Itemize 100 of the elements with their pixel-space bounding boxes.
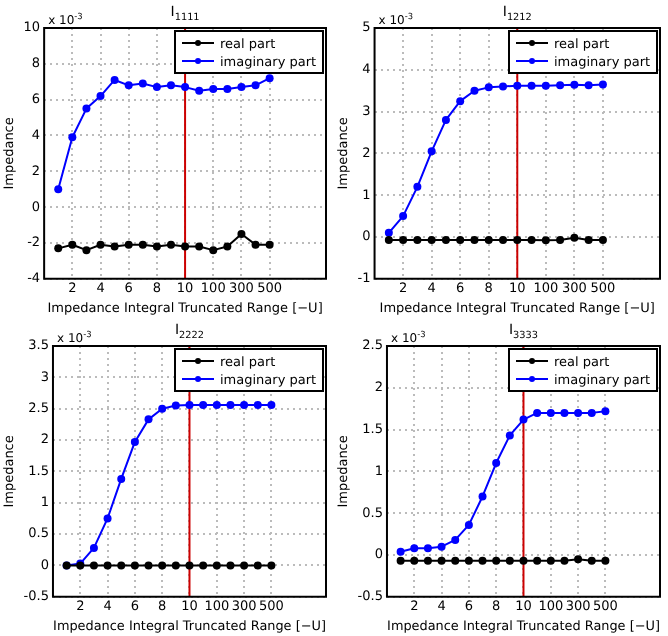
point (584, 81, 593, 90)
point (470, 86, 479, 95)
point (541, 81, 550, 90)
point (598, 235, 607, 244)
point (456, 97, 465, 106)
point (601, 556, 610, 565)
point (464, 556, 473, 565)
point (484, 235, 493, 244)
point (124, 81, 133, 90)
point (427, 235, 436, 244)
point (410, 544, 419, 553)
point (209, 84, 218, 93)
point (144, 561, 153, 570)
point (413, 182, 422, 191)
point (144, 415, 153, 424)
point (152, 83, 161, 92)
point (267, 561, 276, 570)
point (384, 228, 393, 237)
point (556, 81, 565, 90)
point (533, 408, 542, 417)
point (546, 556, 555, 565)
point (527, 81, 536, 90)
point (410, 556, 419, 565)
point (54, 244, 63, 253)
point (541, 236, 550, 245)
point (265, 74, 274, 83)
point (451, 535, 460, 544)
point (423, 556, 432, 565)
point (110, 75, 119, 84)
point (570, 233, 579, 242)
point (413, 235, 422, 244)
point (82, 104, 91, 113)
point (396, 556, 405, 565)
point (96, 92, 105, 101)
point (470, 235, 479, 244)
point (384, 235, 393, 244)
point (574, 408, 583, 417)
point (199, 561, 208, 570)
point (399, 235, 408, 244)
point (519, 415, 528, 424)
point (253, 561, 262, 570)
point (441, 235, 450, 244)
point (166, 81, 175, 90)
point (68, 133, 77, 142)
point (505, 431, 514, 440)
point (533, 556, 542, 565)
point (423, 544, 432, 553)
point (499, 82, 508, 91)
point (89, 561, 98, 570)
point (68, 240, 77, 249)
point (519, 556, 528, 565)
point (427, 147, 436, 156)
point (556, 235, 565, 244)
point (117, 474, 126, 483)
point (437, 556, 446, 565)
point (513, 235, 522, 244)
point (199, 400, 208, 409)
point (574, 555, 583, 564)
point (437, 542, 446, 551)
point (240, 400, 249, 409)
point (130, 561, 139, 570)
point (560, 408, 569, 417)
point (195, 86, 204, 95)
point (171, 561, 180, 570)
point (484, 83, 493, 92)
point (171, 401, 180, 410)
point (560, 556, 569, 565)
point (226, 561, 235, 570)
point (237, 83, 246, 92)
point (456, 235, 465, 244)
point (598, 80, 607, 89)
point (89, 543, 98, 552)
point (185, 400, 194, 409)
point (185, 561, 194, 570)
point (492, 556, 501, 565)
point (124, 240, 133, 249)
point (96, 240, 105, 249)
point (240, 561, 249, 570)
point (492, 459, 501, 468)
point (267, 400, 276, 409)
point (209, 246, 218, 255)
point (399, 212, 408, 221)
point (138, 79, 147, 88)
point (251, 240, 260, 249)
point (546, 408, 555, 417)
point (601, 407, 610, 416)
point (130, 437, 139, 446)
point (138, 240, 147, 249)
point (110, 242, 119, 251)
point (587, 556, 596, 565)
point (158, 561, 167, 570)
point (181, 83, 190, 92)
point (54, 185, 63, 194)
point (103, 514, 112, 523)
point (226, 400, 235, 409)
point (478, 492, 487, 501)
point (181, 242, 190, 251)
point (505, 556, 514, 565)
point (587, 408, 596, 417)
point (117, 561, 126, 570)
